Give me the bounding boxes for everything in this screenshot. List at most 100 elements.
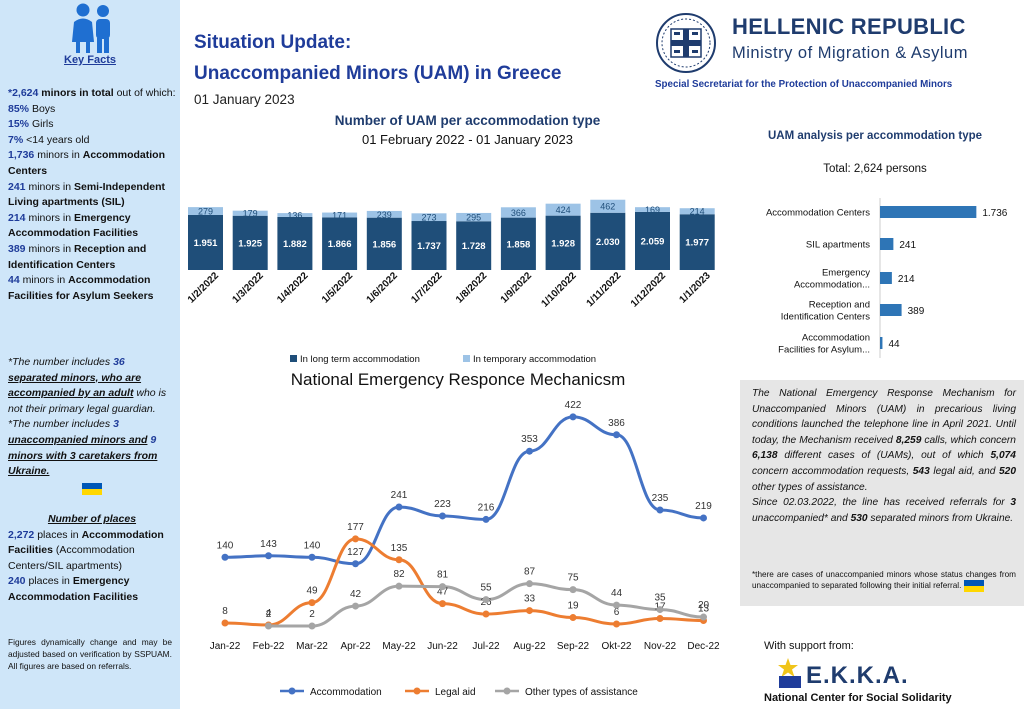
legend-label-other-assistance: Other types of assistance: [525, 687, 638, 698]
line-chart-title: National Emergency Responce Mechanicsm: [290, 370, 626, 389]
point-label-other-assistance: 20: [698, 600, 710, 611]
bar-category-label: 1/4/2022: [275, 270, 311, 306]
sidebar-notes: *The number includes 36 separated minors…: [8, 355, 176, 497]
bar-category-label: 1/9/2022: [499, 270, 535, 306]
bar-long-term-label: 1.928: [551, 238, 575, 249]
bar-long-term: [411, 221, 447, 270]
point-other-assistance: [352, 602, 359, 610]
x-tick-label: Jun-22: [427, 641, 458, 652]
legend-swatch-long-term: [290, 355, 297, 362]
bar-temporary: [590, 199, 626, 213]
bar-chart-subtitle: 01 February 2022 - 01 January 2023: [361, 132, 574, 147]
x-tick-label: Aug-22: [513, 641, 546, 652]
key-facts-heading: Key Facts: [64, 54, 116, 66]
bar-temporary: [635, 207, 670, 212]
point-label-other-assistance: 75: [567, 573, 579, 584]
bar-category-label: 1/5/2022: [320, 270, 356, 306]
bar-temporary: [322, 212, 358, 218]
point-legal-aid: [308, 599, 316, 607]
point-label-legal-aid: 135: [391, 543, 408, 554]
point-label-other-assistance: 2: [309, 609, 315, 620]
point-legal-aid: [439, 600, 446, 608]
point-label-legal-aid: 6: [614, 607, 620, 618]
ministry-name: Ministry of Migration & Asylum: [732, 44, 968, 62]
bar-temporary: [188, 207, 223, 215]
bar-long-term-label: 1.866: [328, 239, 352, 250]
point-label-other-assistance: 35: [654, 593, 666, 604]
point-label-legal-aid: 33: [524, 594, 536, 605]
ukraine-flag-icon: [963, 580, 984, 592]
bar-temporary-label: 273: [421, 213, 436, 223]
bar-temporary-label: 169: [645, 205, 660, 215]
point-other-assistance: [656, 606, 664, 614]
point-accommodation: [526, 447, 533, 455]
line-legal-aid: [224, 537, 704, 627]
bar-long-term-label: 2.059: [641, 236, 665, 247]
point-label-other-assistance: 55: [480, 583, 492, 594]
point-accommodation: [613, 431, 620, 439]
point-other-assistance: [265, 622, 272, 630]
point-label-accommodation: 241: [391, 490, 408, 501]
x-tick-label: Nov-22: [644, 641, 677, 652]
point-accommodation: [308, 553, 316, 561]
hbar-value-label: 214: [898, 274, 915, 285]
point-label-other-assistance: 44: [611, 588, 623, 599]
bar-chart-title: Number of UAM per accommodation type: [334, 113, 601, 128]
bar-long-term: [635, 211, 670, 270]
bar-temporary-label: 279: [198, 207, 213, 217]
point-accommodation: [482, 515, 490, 523]
point-label-accommodation: 140: [304, 540, 321, 551]
x-tick-label: Feb-22: [253, 641, 285, 652]
bar-temporary-label: 424: [556, 205, 571, 215]
page-date: 01 January 2023: [194, 92, 295, 107]
point-legal-aid: [613, 620, 620, 628]
x-tick-label: Dec-22: [687, 641, 720, 652]
hbar-bar: [880, 337, 883, 349]
hbar-chart-subtitle: Total: 2,624 persons: [823, 163, 927, 175]
hbar-category-label: Emergency: [822, 268, 870, 279]
point-label-legal-aid: 4: [266, 608, 272, 619]
bar-category-label: 1/11/2022: [585, 270, 624, 309]
children-icon: [72, 3, 110, 53]
bar-long-term-label: 1.925: [238, 238, 262, 249]
bar-category-label: 1/7/2022: [409, 270, 445, 306]
bar-category-label: 1/6/2022: [365, 270, 401, 306]
bar-category-label: 1/3/2022: [231, 270, 267, 306]
bar-long-term: [322, 217, 358, 270]
point-accommodation: [352, 560, 359, 568]
bar-temporary: [232, 210, 268, 216]
bar-long-term-label: 1.856: [372, 239, 396, 250]
point-label-accommodation: 216: [478, 502, 495, 513]
hbar-category-label: Accommodation...: [794, 280, 870, 291]
legend-label-accommodation: Accommodation: [310, 687, 382, 698]
bar-long-term-label: 1.728: [462, 241, 486, 252]
org-name: HELLENIC REPUBLIC: [732, 14, 966, 39]
bar-long-term-label: 2.030: [596, 237, 620, 248]
mechanism-info-note: *there are cases of unaccompanied minors…: [752, 570, 1016, 592]
hbar-value-label: 1.736: [982, 208, 1007, 219]
x-tick-label: Okt-22: [601, 641, 631, 652]
point-legal-aid: [656, 615, 664, 623]
bar-long-term: [366, 217, 402, 270]
bar-long-term-label: 1.858: [507, 239, 531, 250]
key-facts-list: *2,624 minors in total out of which: 85%…: [8, 86, 176, 304]
support-org-name: National Center for Social Solidarity: [764, 692, 952, 704]
point-label-legal-aid: 49: [306, 586, 318, 597]
bar-temporary-label: 179: [243, 209, 258, 219]
places-accommodation: 2,272 places in Accommodation Facilities…: [8, 528, 164, 572]
legend-label-temporary: In temporary accommodation: [473, 354, 596, 365]
point-other-assistance: [569, 586, 577, 594]
point-other-assistance: [482, 596, 490, 604]
hbar-bar: [880, 304, 902, 316]
bar-long-term: [545, 215, 581, 270]
hbar-category-label: Accommodation: [802, 333, 870, 344]
point-label-accommodation: 422: [565, 400, 582, 411]
bar-temporary: [545, 203, 581, 216]
point-label-accommodation: 140: [217, 540, 234, 551]
hellenic-seal-icon: [656, 13, 716, 73]
bar-long-term-label: 1.951: [194, 238, 218, 249]
point-accommodation: [265, 552, 272, 560]
point-label-legal-aid: 8: [222, 606, 228, 617]
x-tick-label: May-22: [382, 641, 416, 652]
